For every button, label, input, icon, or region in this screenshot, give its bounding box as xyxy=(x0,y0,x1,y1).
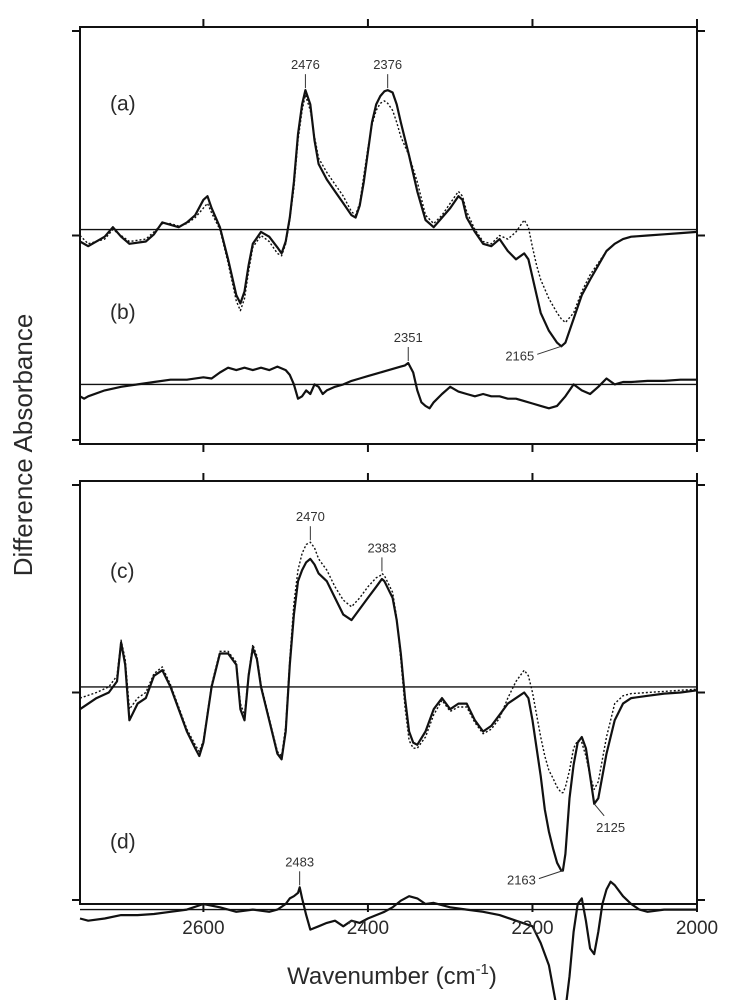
annotation-leader xyxy=(538,870,564,880)
peak-annotation: 2483 xyxy=(285,854,314,869)
peak-annotation: 2165 xyxy=(505,348,534,363)
x-tick-label: 2400 xyxy=(347,918,389,939)
x-tick-label: 2200 xyxy=(511,918,553,939)
peak-annotation: 2125 xyxy=(596,820,625,835)
series-line-solid xyxy=(79,557,698,872)
annotation-leader xyxy=(537,345,562,355)
series-line-dotted xyxy=(79,541,698,794)
series-line-dotted xyxy=(79,94,698,324)
peak-annotation: 2163 xyxy=(507,873,536,888)
peak-annotation: 2383 xyxy=(367,540,396,555)
trace-label: (b) xyxy=(110,301,136,324)
peak-annotation: 2470 xyxy=(296,509,325,524)
x-axis-label: Wavenumber (cm-1) xyxy=(287,961,497,990)
trace-label: (a) xyxy=(110,92,136,115)
x-tick-labels: 2600 2400 2200 2000 xyxy=(182,918,718,939)
peak-annotation: 2376 xyxy=(373,57,402,72)
peak-annotation: 2476 xyxy=(291,57,320,72)
x-tick-label: 2600 xyxy=(182,918,224,939)
trace-label: (c) xyxy=(110,560,135,583)
panel-top: (a) 2476 2376 2165 (b) 2351 xyxy=(72,19,705,452)
peak-annotation: 2351 xyxy=(394,330,423,345)
series-line-solid xyxy=(79,880,697,1000)
series-line-solid xyxy=(79,88,698,348)
trace-label: (d) xyxy=(110,830,136,853)
y-axis-label: Difference Absorbance xyxy=(8,314,38,577)
series-line-solid xyxy=(79,361,697,410)
annotation-leader xyxy=(593,803,605,817)
x-tick-label: 2000 xyxy=(676,918,718,939)
panel-bottom: (c) 2470 2383 2163 2125 (d) 2483 xyxy=(72,473,705,1000)
